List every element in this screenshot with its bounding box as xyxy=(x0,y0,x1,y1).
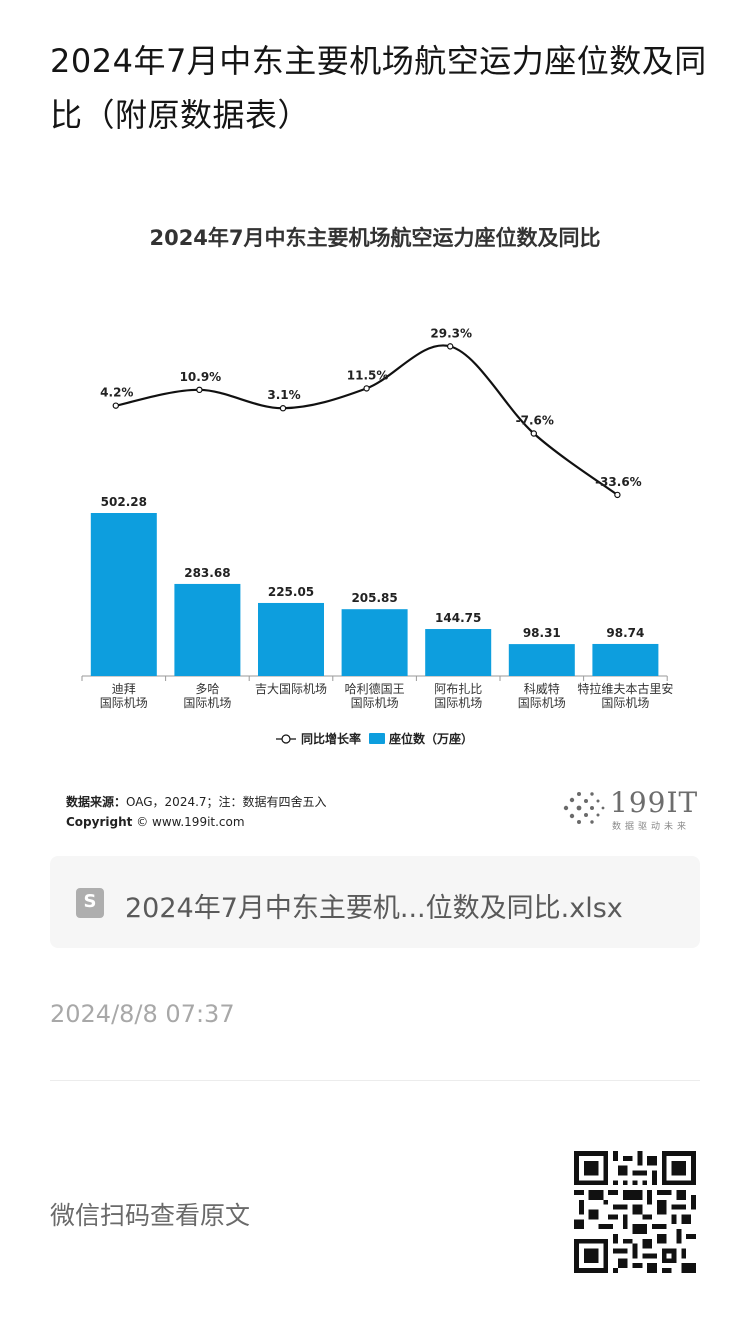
bar-label-1: 283.68 xyxy=(184,566,230,580)
bar-1 xyxy=(174,583,241,676)
copyright-text: © www.199it.com xyxy=(136,815,245,829)
post-time: 2024/8/8 07:37 xyxy=(50,1000,235,1028)
source-block: 数据来源：OAG，2024.7；注：数据有四舍五入 Copyright © ww… xyxy=(66,792,327,832)
category-label-4: 阿布扎比 xyxy=(434,682,482,696)
copyright-line: Copyright © www.199it.com xyxy=(66,812,327,832)
bar-4 xyxy=(425,629,492,676)
chart-svg: 502.28 283.68 225.05 205.85 144.75 98.31 98.74… xyxy=(81,326,673,746)
logo-mark-icon xyxy=(563,792,605,824)
category-label-6: 特拉维夫本古里安 xyxy=(577,681,673,696)
category-label-1: 多哈 xyxy=(195,682,219,696)
logo-slogan: 数据驱动未来 xyxy=(612,822,691,832)
growth-label-5: -7.6% xyxy=(516,414,554,428)
growth-point-6 xyxy=(614,491,621,499)
growth-label-6: -33.6% xyxy=(595,475,642,489)
divider xyxy=(50,1080,700,1081)
category-label-1: 国际机场 xyxy=(183,696,231,710)
category-label-3: 国际机场 xyxy=(351,696,399,710)
logo-text: 199IT xyxy=(610,786,699,819)
bar-0 xyxy=(90,513,157,676)
category-label-5: 科威特 xyxy=(524,681,560,696)
legend-bar-marker xyxy=(369,733,385,744)
qr-code[interactable] xyxy=(574,1151,696,1273)
page-title: 2024年7月中东主要机场航空运力座位数及同比（附原数据表） xyxy=(50,42,707,134)
growth-point-0 xyxy=(112,402,120,409)
bar-label-4: 144.75 xyxy=(435,611,481,625)
category-label-0: 迪拜 xyxy=(112,682,136,696)
scan-hint: 微信扫码查看原文 xyxy=(50,1201,251,1230)
growth-point-3 xyxy=(363,385,370,392)
spreadsheet-file-icon: S xyxy=(76,888,104,918)
bar-label-0: 502.28 xyxy=(101,495,147,509)
category-label-6: 国际机场 xyxy=(601,696,649,710)
attachment-file-name: 2024年7月中东主要机...位数及同比.xlsx xyxy=(125,893,623,924)
legend-line-point xyxy=(281,734,291,744)
growth-label-3: 11.5% xyxy=(347,368,389,382)
category-label-2: 吉大国际机场 xyxy=(255,682,327,696)
attachment-file[interactable]: S 2024年7月中东主要机...位数及同比.xlsx xyxy=(50,856,700,948)
category-label-5: 国际机场 xyxy=(518,696,566,710)
growth-point-1 xyxy=(196,386,203,394)
bar-3 xyxy=(341,609,408,676)
growth-point-4 xyxy=(447,343,454,350)
bar-label-3: 205.85 xyxy=(351,591,397,605)
bar-6 xyxy=(592,643,659,676)
growth-label-0: 4.2% xyxy=(100,386,133,400)
bar-2 xyxy=(258,602,324,676)
source-label: 数据来源： xyxy=(66,795,127,809)
growth-label-2: 3.1% xyxy=(267,388,300,402)
chart-title: 2024年7月中东主要机场航空运力座位数及同比 xyxy=(149,226,601,250)
legend-line-label: 同比增长率 xyxy=(301,731,361,746)
category-label-4: 国际机场 xyxy=(434,696,482,710)
category-label-3: 哈利德国王 xyxy=(345,681,405,696)
bar-label-6: 98.74 xyxy=(606,626,644,640)
chart-card: 502.28 283.68 225.05 205.85 144.75 98.31 98.74… xyxy=(50,200,700,840)
logo-199it: 199IT 数据驱动未来 xyxy=(558,784,698,832)
bar-label-2: 225.05 xyxy=(268,585,314,599)
source-text: OAG，2024.7；注：数据有四舍五入 xyxy=(126,795,327,809)
bar-label-5: 98.31 xyxy=(523,626,561,640)
source-line: 数据来源：OAG，2024.7；注：数据有四舍五入 xyxy=(66,792,327,812)
legend-bar-label: 座位数（万座） xyxy=(388,731,473,746)
growth-point-2 xyxy=(279,405,287,412)
growth-label-4: 29.3% xyxy=(430,326,472,340)
growth-label-1: 10.9% xyxy=(180,370,222,384)
growth-point-5 xyxy=(530,430,537,437)
category-label-0: 国际机场 xyxy=(100,696,148,710)
bar-5 xyxy=(508,644,575,676)
copyright-label: Copyright xyxy=(66,815,133,829)
